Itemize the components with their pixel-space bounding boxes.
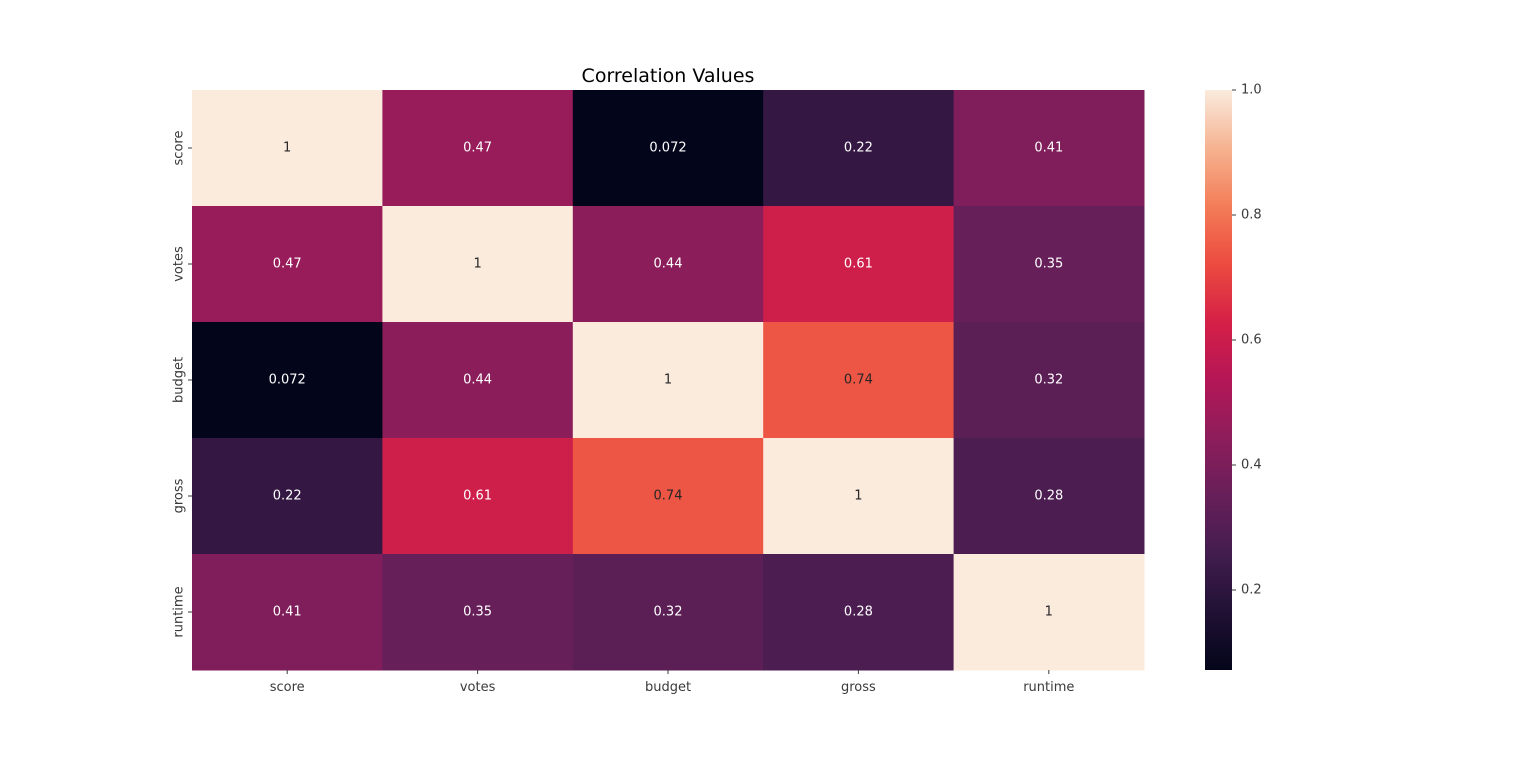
heatmap-cell-gross-gross: [763, 438, 955, 555]
cell-value-gross-score: 0.22: [273, 489, 302, 504]
heatmap-cell-budget-runtime: [953, 322, 1145, 439]
x-tick-label-gross: gross: [841, 680, 876, 695]
heatmap-cell-votes-budget: [572, 206, 764, 323]
cell-value-votes-score: 0.47: [273, 257, 302, 272]
colorbar-tick-label: 1.0: [1241, 83, 1262, 98]
y-tick-label-votes: votes: [172, 246, 187, 282]
y-axis: score votes budget gross runtime: [172, 131, 192, 638]
colorbar: 0.2 0.4 0.6 0.8 1.0: [1205, 83, 1262, 670]
cell-value-runtime-runtime: 1: [1045, 605, 1053, 620]
cell-value-runtime-gross: 0.28: [844, 605, 873, 620]
colorbar-tick-label: 0.4: [1241, 458, 1262, 473]
y-tick-label-gross: gross: [172, 478, 187, 513]
heatmap-cell-budget-score: [192, 322, 383, 439]
cell-value-votes-budget: 0.44: [654, 257, 683, 272]
cell-value-budget-budget: 1: [664, 373, 672, 388]
heatmap-cell-score-gross: [763, 90, 955, 207]
heatmap-cell-runtime-score: [192, 554, 383, 671]
cell-value-votes-gross: 0.61: [844, 257, 873, 272]
x-tick-label-score: score: [270, 680, 305, 695]
cell-value-runtime-votes: 0.35: [463, 605, 492, 620]
heatmap-cell-score-votes: [382, 90, 574, 207]
heatmap-cell-runtime-budget: [572, 554, 764, 671]
heatmap-cell-votes-votes: [382, 206, 574, 323]
cell-value-gross-votes: 0.61: [463, 489, 492, 504]
x-axis: score votes budget gross runtime: [270, 670, 1074, 695]
colorbar-tick-label: 0.6: [1241, 333, 1262, 348]
heatmap-cell-budget-votes: [382, 322, 574, 439]
cell-value-score-score: 1: [283, 141, 291, 156]
cell-value-gross-runtime: 0.28: [1034, 489, 1063, 504]
x-tick-label-votes: votes: [460, 680, 496, 695]
heatmap-cell-votes-score: [192, 206, 383, 323]
cell-value-votes-votes: 1: [473, 257, 481, 272]
heatmap-cell-runtime-votes: [382, 554, 574, 671]
heatmap-cell-gross-votes: [382, 438, 574, 555]
cell-value-budget-gross: 0.74: [844, 373, 873, 388]
heatmap-cell-gross-runtime: [953, 438, 1145, 555]
heatmap-cell-budget-budget: [572, 322, 764, 439]
cell-value-score-runtime: 0.41: [1034, 141, 1063, 156]
cell-value-runtime-score: 0.41: [273, 605, 302, 620]
y-tick-label-score: score: [172, 131, 187, 166]
heatmap-cell-labels: 1 0.47 0.072 0.22 0.41 0.47 1 0.44 0.61 0.35 0.072…: [269, 141, 1064, 620]
heatmap-cell-score-runtime: [953, 90, 1145, 207]
cell-value-score-votes: 0.47: [463, 141, 492, 156]
heatmap-cell-score-budget: [572, 90, 764, 207]
heatmap-cell-runtime-runtime: [953, 554, 1145, 671]
heatmap-cell-votes-runtime: [953, 206, 1145, 323]
heatmap-cell-budget-gross: [763, 322, 955, 439]
cell-value-votes-runtime: 0.35: [1034, 257, 1063, 272]
colorbar-tick-label: 0.8: [1241, 208, 1262, 223]
cell-value-runtime-budget: 0.32: [654, 605, 683, 620]
chart-title: Correlation Values: [582, 65, 755, 87]
heatmap-cell-gross-score: [192, 438, 383, 555]
cell-value-gross-gross: 1: [854, 489, 862, 504]
cell-value-score-budget: 0.072: [649, 141, 686, 156]
cell-value-budget-votes: 0.44: [463, 373, 492, 388]
x-tick-label-budget: budget: [645, 680, 691, 695]
heatmap-cell-gross-budget: [572, 438, 764, 555]
heatmap-cell-votes-gross: [763, 206, 955, 323]
colorbar-tick-label: 0.2: [1241, 583, 1262, 598]
cell-value-budget-score: 0.072: [269, 373, 306, 388]
cell-value-gross-budget: 0.74: [654, 489, 683, 504]
x-tick-label-runtime: runtime: [1023, 680, 1074, 695]
colorbar-gradient: [1205, 90, 1232, 670]
y-tick-label-budget: budget: [172, 357, 187, 403]
cell-value-score-gross: 0.22: [844, 141, 873, 156]
heatmap-cell-runtime-gross: [763, 554, 955, 671]
heatmap-cell-score-score: [192, 90, 383, 207]
y-tick-label-runtime: runtime: [172, 586, 187, 637]
cell-value-budget-runtime: 0.32: [1034, 373, 1063, 388]
heatmap-cells: [192, 90, 1145, 671]
